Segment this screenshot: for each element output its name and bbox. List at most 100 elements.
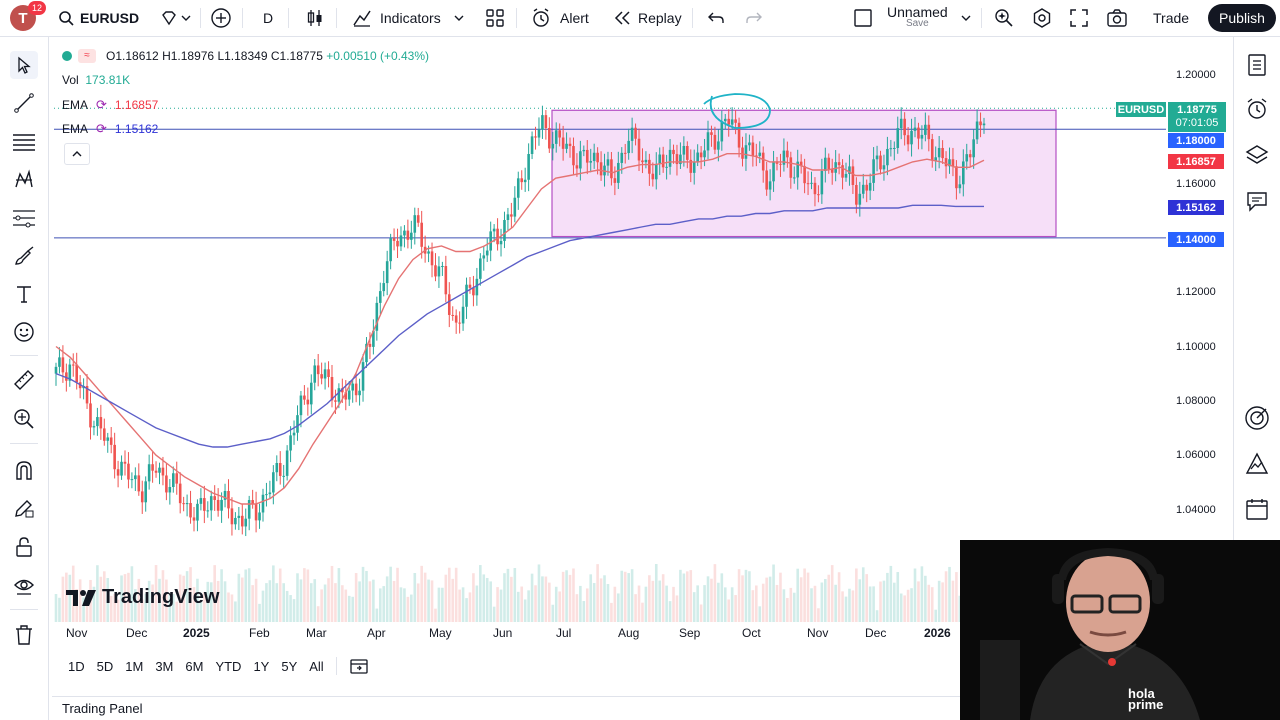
candle-body (282, 475, 285, 477)
ema1-settings-icon[interactable]: ⟳ (96, 97, 107, 112)
candle-body (306, 399, 310, 405)
forecast-tool[interactable] (10, 204, 38, 232)
remove-drawings-tool[interactable] (10, 621, 38, 649)
trade-button[interactable]: Trade (1153, 0, 1189, 36)
range-1y[interactable]: 1Y (253, 658, 270, 674)
ema2-settings-icon[interactable]: ⟳ (96, 121, 107, 136)
volume-bar (506, 568, 510, 622)
brush-tool[interactable] (10, 242, 38, 270)
cursor-tool[interactable] (10, 51, 38, 79)
alert-button[interactable]: Alert (531, 0, 589, 36)
range-6m[interactable]: 6M (185, 658, 204, 674)
undo-button[interactable] (706, 0, 726, 36)
candle-body (699, 152, 703, 158)
chats-button[interactable] (1243, 187, 1271, 215)
volume-bar (382, 586, 386, 622)
volume-bar (865, 574, 869, 622)
candle-body (292, 432, 296, 436)
text-tool[interactable] (10, 280, 38, 308)
range-1d[interactable]: 1D (68, 658, 85, 674)
settings-button[interactable] (1031, 0, 1053, 36)
range-ytd[interactable]: YTD (215, 658, 242, 674)
volume-bar (665, 585, 668, 622)
symbol-label: EURUSD (80, 10, 140, 26)
ideas-button[interactable] (1243, 450, 1271, 478)
volume-bar (296, 573, 299, 622)
volume-bar (154, 565, 158, 622)
candle-body (178, 483, 182, 504)
watchlist-button[interactable] (1243, 51, 1271, 79)
symbol-details-button[interactable] (160, 0, 192, 36)
hline-lower-tag: 1.14000 (1168, 232, 1224, 247)
candle-body (737, 122, 741, 148)
volume-bar (861, 567, 865, 622)
circle-annotation (703, 93, 771, 129)
templates-button[interactable] (485, 0, 505, 36)
volume-bar (637, 585, 641, 622)
snapshot-button[interactable] (1106, 0, 1128, 36)
emoji-tool[interactable] (10, 318, 38, 346)
stay-drawing-tool[interactable] (10, 494, 38, 522)
candle-body (389, 238, 392, 262)
volume-bar (568, 574, 572, 622)
volume-bar (116, 599, 120, 622)
trend-line-icon (14, 93, 34, 113)
ruler-tool[interactable] (10, 366, 38, 394)
hide-drawings-tool[interactable] (10, 571, 38, 599)
candle-body (686, 145, 689, 160)
lock-drawings-tool[interactable] (10, 533, 38, 561)
pattern-tool[interactable] (10, 166, 38, 194)
range-1m[interactable]: 1M (125, 658, 144, 674)
ohlc-open: O1.18612 (106, 49, 159, 63)
range-5y[interactable]: 5Y (281, 658, 298, 674)
calendar-button[interactable] (1243, 495, 1271, 523)
symbol-search[interactable]: EURUSD (58, 0, 139, 36)
ema-legend-1[interactable]: EMA ⟳ 1.16857 (62, 97, 158, 113)
fullscreen-button[interactable] (1069, 0, 1089, 36)
candle-body (658, 154, 662, 164)
zoom-tool[interactable] (10, 405, 38, 433)
candle-body (320, 374, 323, 379)
interval-label: D (263, 10, 274, 26)
redo-button[interactable] (744, 0, 764, 36)
candle-body (654, 163, 658, 180)
time-axis-label: Aug (618, 626, 640, 640)
volume-bar (230, 594, 234, 622)
range-5d[interactable]: 5D (96, 658, 114, 674)
volume-legend[interactable]: Vol 173.81K (62, 73, 130, 87)
quick-search-button[interactable] (993, 0, 1015, 36)
object-tree-button[interactable] (1243, 141, 1271, 169)
candle-body (330, 377, 334, 401)
user-avatar[interactable]: T 12 (10, 0, 46, 36)
gear-icon (1033, 8, 1051, 28)
volume-bar (941, 582, 944, 622)
trading-panel-tab[interactable]: Trading Panel (52, 696, 960, 720)
horizontal-lines-tool[interactable] (10, 128, 38, 156)
signals-button[interactable] (1243, 404, 1271, 432)
volume-bar (472, 573, 475, 622)
candle-body (247, 500, 251, 519)
candle-body (893, 147, 896, 149)
ema-legend-2[interactable]: EMA ⟳ 1.15162 (62, 121, 158, 137)
volume-bar (337, 568, 341, 622)
volume-bar (151, 584, 154, 622)
magnet-tool[interactable] (10, 456, 38, 484)
interval-button[interactable]: D (263, 0, 273, 36)
replay-button[interactable]: Replay (612, 0, 682, 36)
alerts-button[interactable] (1243, 95, 1271, 123)
layout-menu[interactable]: Unnamed Save (853, 0, 972, 36)
compare-add-button[interactable] (210, 0, 232, 36)
ema-fast-line (55, 153, 985, 505)
candle-body (617, 162, 620, 183)
chart-type-button[interactable] (305, 0, 325, 36)
indicators-button[interactable]: Indicators (352, 0, 465, 36)
range-3m[interactable]: 3M (155, 658, 174, 674)
publish-button[interactable]: Publish (1208, 0, 1276, 36)
candle-body (323, 369, 327, 379)
collapse-legend-button[interactable] (64, 143, 90, 165)
range-all[interactable]: All (309, 658, 324, 674)
target-icon (1245, 406, 1269, 430)
trend-line-tool[interactable] (10, 89, 38, 117)
goto-date-icon[interactable] (349, 657, 369, 675)
